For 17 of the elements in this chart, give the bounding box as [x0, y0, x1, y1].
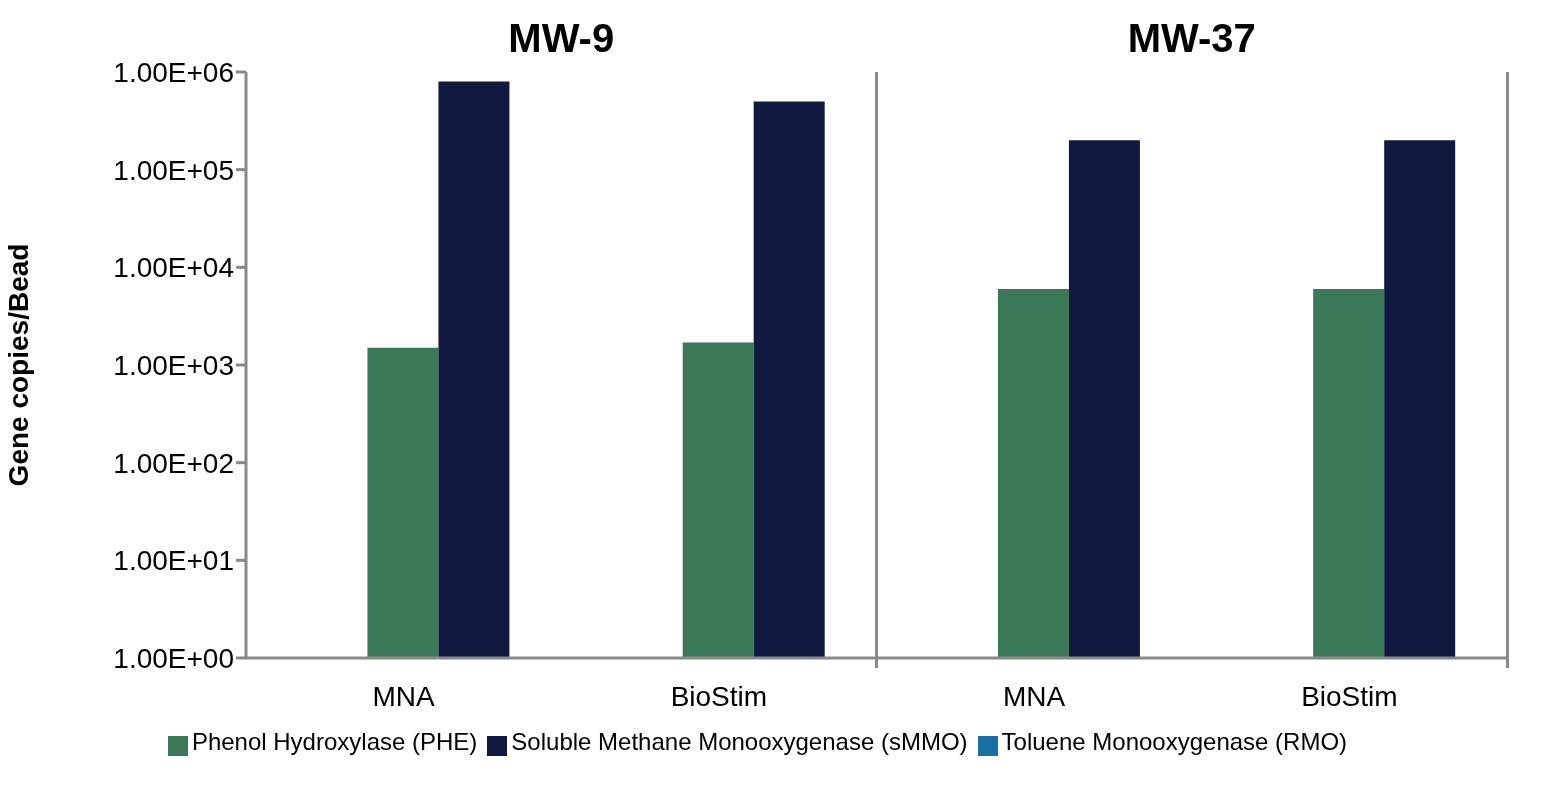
y-tick-label: 1.00E+04	[113, 252, 234, 284]
legend-label: Soluble Methane Monooxygenase (sMMO)	[511, 728, 968, 755]
y-tick-label: 1.00E+00	[113, 642, 234, 674]
y-axis-title: Gene copies/Bead	[2, 243, 34, 487]
x-tick-label: BioStim	[1301, 680, 1398, 712]
y-tick-label: 1.00E+05	[113, 154, 234, 186]
text: MW-37	[1126, 16, 1257, 61]
legend-label: Toluene Monooxygenase (RMO)	[1001, 728, 1348, 755]
y-tick-label: 1.00E+01	[113, 545, 234, 577]
x-tick-label: MNA	[372, 680, 436, 712]
y-tick-label: 1.00E+02	[113, 447, 234, 479]
x-tick-label: MNA	[1003, 680, 1066, 712]
y-tick-label: 1.00E+06	[113, 56, 234, 88]
text: MW-9	[507, 16, 616, 61]
x-tick-label: BioStim	[670, 680, 768, 712]
y-tick-label: 1.00E+03	[113, 349, 234, 381]
legend-label: Phenol Hydroxylase (PHE)	[191, 728, 478, 755]
